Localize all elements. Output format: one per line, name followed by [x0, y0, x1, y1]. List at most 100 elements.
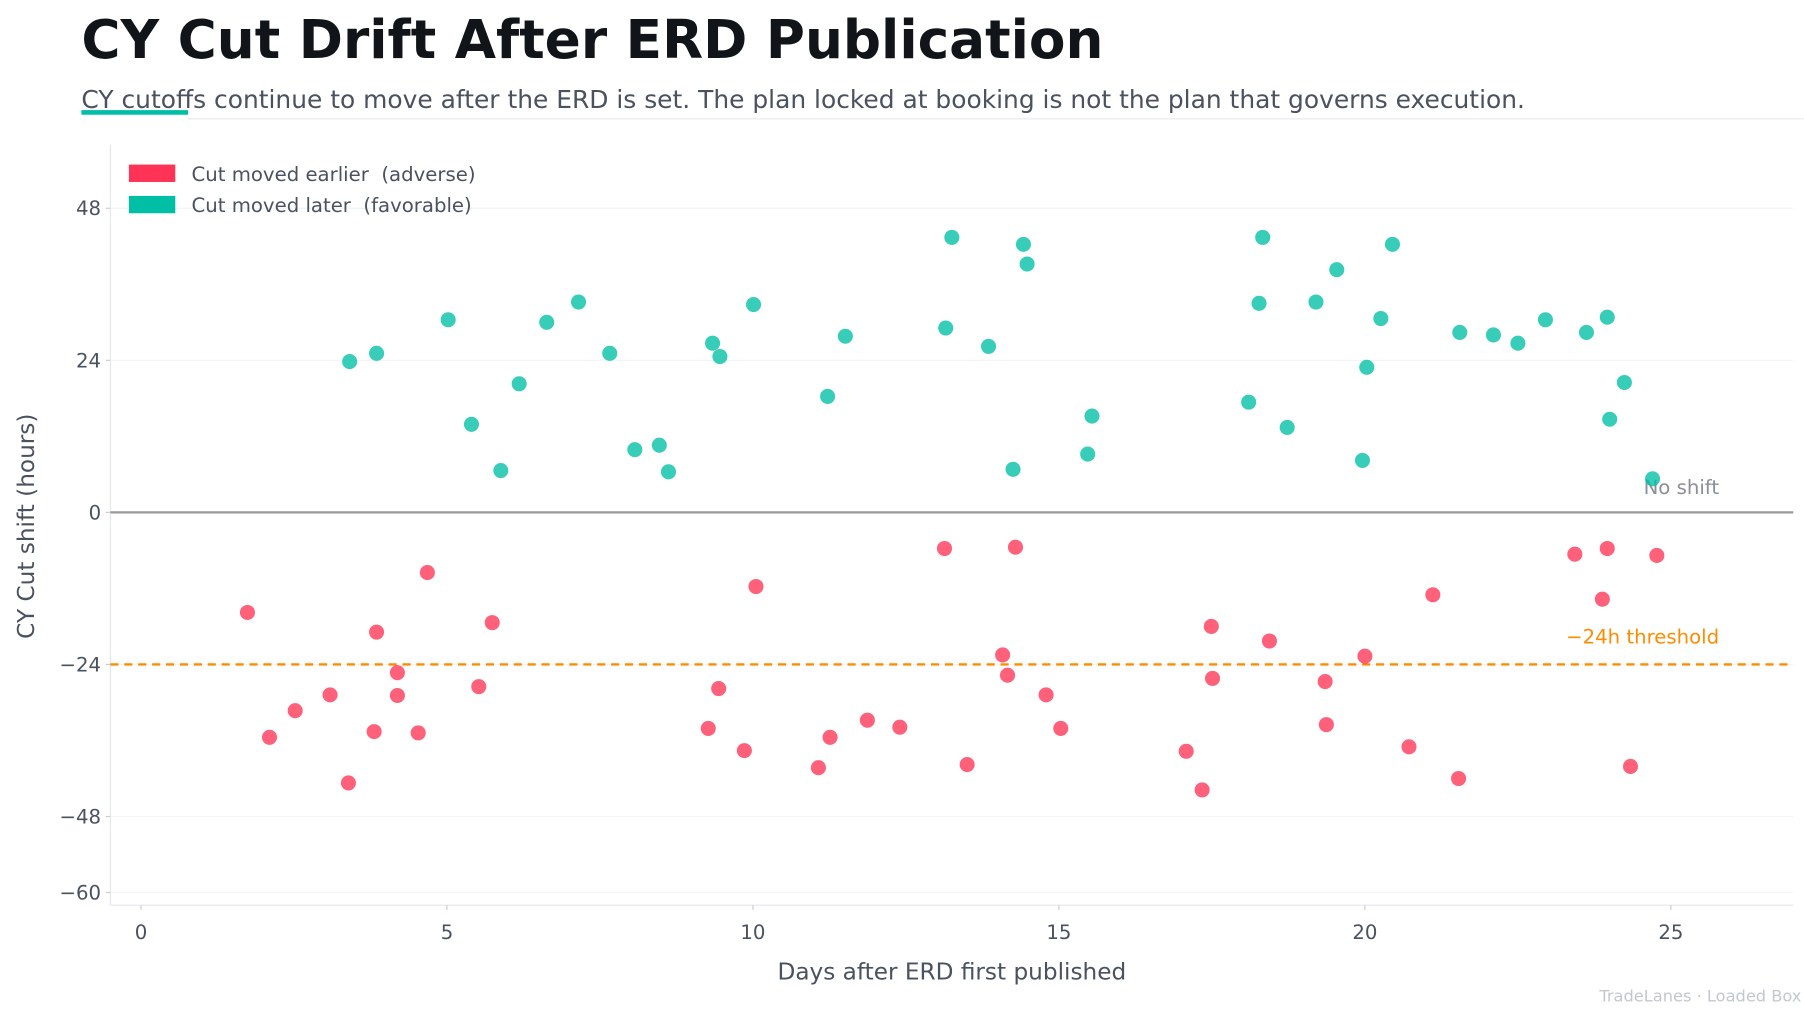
- adverse-point: [1401, 739, 1417, 755]
- favorable-point: [660, 464, 677, 480]
- page-subtitle: CY cutoffs continue to move after the ER…: [81, 85, 1525, 114]
- favorable-point: [493, 463, 509, 479]
- adverse-point: [1317, 674, 1333, 690]
- favorable-point: [712, 348, 728, 365]
- adverse-point: [419, 565, 435, 581]
- adverse-point: [959, 757, 975, 773]
- adverse-point: [1205, 670, 1221, 686]
- favorable-point: [1308, 294, 1324, 310]
- adverse-point: [736, 743, 752, 759]
- y-tick-label: 24: [76, 349, 101, 372]
- x-tick-label: 25: [1658, 921, 1683, 944]
- favorable-point: [602, 345, 618, 361]
- adverse-point: [389, 687, 405, 704]
- adverse-point: [1599, 540, 1615, 557]
- adverse-point: [287, 703, 303, 719]
- favorable-point: [1359, 359, 1375, 375]
- zero-line-label: No shift: [1644, 476, 1720, 499]
- adverse-point: [748, 578, 764, 595]
- subtitle-accent-bar: [81, 110, 189, 115]
- favorable-point: [1080, 446, 1096, 462]
- favorable-point: [463, 416, 479, 432]
- adverse-point: [1318, 717, 1334, 733]
- adverse-point: [1007, 539, 1024, 555]
- y-tick-label: 48: [76, 197, 101, 220]
- favorable-point: [1599, 309, 1615, 325]
- favorable-point: [627, 442, 643, 458]
- adverse-point: [1038, 687, 1054, 703]
- favorable-point: [705, 335, 721, 351]
- favorable-point: [571, 294, 587, 310]
- favorable-point: [1384, 236, 1400, 252]
- page-title: CY Cut Drift After ERD Publication: [81, 9, 1103, 71]
- favorable-point: [511, 376, 527, 392]
- favorable-point: [1537, 312, 1553, 328]
- favorable-point: [1241, 394, 1257, 410]
- favorable-point: [1084, 408, 1100, 424]
- favorable-point: [1354, 452, 1371, 468]
- favorable-point: [1279, 419, 1295, 436]
- adverse-point: [1178, 743, 1194, 759]
- favorable-point: [1019, 256, 1035, 272]
- favorable-point: [1616, 374, 1632, 391]
- favorable-point: [539, 314, 555, 330]
- adverse-point: [999, 667, 1016, 683]
- favorable-point: [1645, 471, 1661, 487]
- adverse-point: [484, 615, 500, 631]
- adverse-point: [859, 712, 875, 728]
- adverse-point: [322, 687, 338, 703]
- favorable-point: [1373, 310, 1389, 327]
- favorable-point: [981, 338, 997, 354]
- credit: TradeLanes · Loaded Box: [1598, 986, 1801, 1005]
- favorable-point: [938, 320, 954, 336]
- adverse-point: [1594, 591, 1610, 607]
- adverse-point: [1425, 587, 1441, 603]
- legend-swatch-adverse: [128, 164, 176, 182]
- favorable-point: [342, 354, 358, 370]
- favorable-point: [369, 345, 385, 361]
- adverse-point: [700, 720, 716, 736]
- favorable-point: [1005, 461, 1021, 477]
- favorable-point: [1602, 411, 1618, 427]
- adverse-point: [936, 540, 953, 557]
- favorable-point: [440, 312, 456, 328]
- adverse-point: [711, 680, 727, 697]
- legend-label-adverse: Cut moved earlier (adverse): [192, 163, 476, 186]
- adverse-point: [1622, 758, 1639, 774]
- plot-area: No shift −24h threshold 48 24 0 −24 −48 −60 0 5 1…: [60, 144, 1794, 944]
- adverse-point: [995, 647, 1011, 663]
- legend: Cut moved earlier (adverse) Cut moved la…: [128, 163, 476, 217]
- favorable-point: [1251, 295, 1267, 311]
- x-tick-label: 15: [1046, 921, 1071, 944]
- favorable-point: [1452, 324, 1468, 340]
- adverse-point: [389, 665, 405, 681]
- favorable-point: [1329, 262, 1345, 278]
- adverse-point: [369, 624, 385, 640]
- adverse-point: [1357, 648, 1373, 664]
- x-tick-label: 5: [441, 921, 454, 944]
- favorable-point: [1485, 327, 1501, 343]
- adverse-point: [239, 604, 255, 621]
- favorable-point: [1510, 335, 1526, 351]
- x-tick-label: 0: [135, 921, 148, 944]
- favorable-point: [820, 388, 836, 404]
- adverse-point: [471, 679, 487, 695]
- x-axis-label: Days after ERD first published: [777, 958, 1126, 985]
- favorable-point: [1578, 324, 1594, 340]
- adverse-point: [366, 724, 382, 740]
- legend-label-favorable: Cut moved later (favorable): [192, 194, 472, 217]
- adverse-point: [410, 725, 426, 741]
- adverse-point: [1451, 770, 1467, 787]
- x-tick-label: 10: [740, 921, 765, 944]
- y-tick-label: 0: [89, 501, 102, 524]
- adverse-point: [892, 719, 908, 735]
- y-tick-label: −24: [60, 653, 102, 676]
- favorable-point: [746, 297, 762, 313]
- adverse-point: [1053, 720, 1069, 736]
- y-axis-label: CY Cut shift (hours): [13, 414, 40, 639]
- favorable-point: [651, 437, 667, 453]
- adverse-point: [1567, 546, 1583, 562]
- legend-swatch-favorable: [128, 195, 176, 214]
- y-tick-label: −48: [60, 805, 102, 828]
